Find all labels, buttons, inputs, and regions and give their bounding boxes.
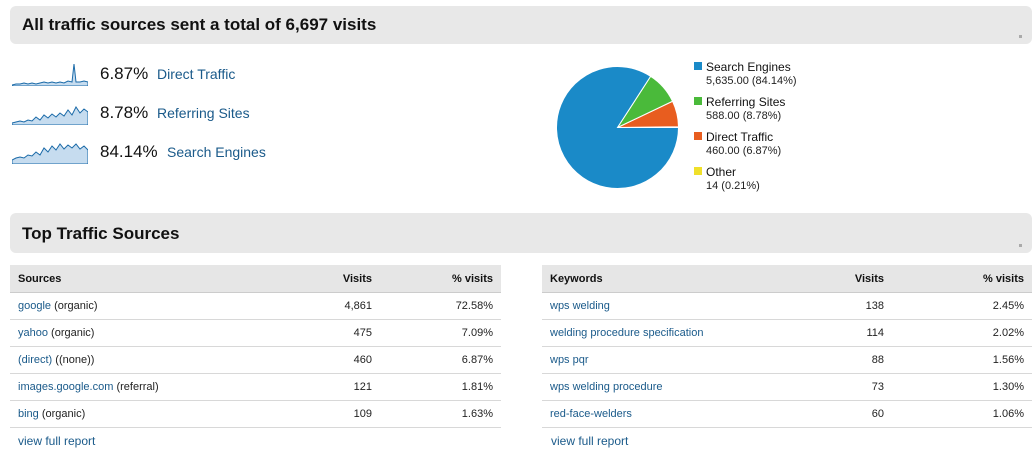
keyword-cell: welding procedure specification [542,319,802,347]
pie-slice-search-engines [556,66,680,189]
source-link[interactable]: images.google.com [18,381,114,393]
sparkline-referring-sites-icon [12,106,88,125]
table-header-row: Sources Visits % visits [10,265,501,293]
source-cell: bing (organic) [10,400,270,428]
percent-visits-cell: 1.06% [892,400,1032,428]
legend-name: Other [706,165,737,179]
percent-visits-cell: 72.58% [380,292,501,320]
source-medium: (organic) [47,327,95,339]
column-header-keywords[interactable]: Keywords [542,265,802,293]
search-engines-link[interactable]: Search Engines [167,144,266,160]
legend-swatch-search-engines [694,62,702,70]
percent-visits-cell: 2.02% [892,319,1032,347]
source-medium: ((none)) [52,354,95,366]
keyword-cell: wps pqr [542,346,802,374]
keyword-link[interactable]: wps pqr [550,354,589,366]
source-link[interactable]: (direct) [18,354,53,366]
legend-swatch-referring-sites [694,97,702,105]
referring-sites-percent: 8.78% [100,103,149,122]
visits-cell: 460 [270,346,380,374]
table-row: wps welding 138 2.45% [542,292,1032,320]
table-row: yahoo (organic) 475 7.09% [10,319,501,347]
legend-value: 14 (0.21%) [706,180,760,192]
visits-cell: 138 [802,292,892,320]
sparkline-direct-traffic-icon [12,63,88,86]
sources-table: Sources Visits % visits google (organic)… [10,265,501,428]
keyword-cell: wps welding [542,292,802,320]
keyword-cell: red-face-welders [542,400,802,428]
percent-visits-cell: 1.63% [380,400,501,428]
visits-cell: 475 [270,319,380,347]
keywords-table: Keywords Visits % visits wps welding 138… [542,265,1032,428]
column-header-percent-visits[interactable]: % visits [892,265,1032,293]
page-title: All traffic sources sent a total of 6,69… [22,15,377,34]
corner-handle-icon [1019,35,1022,38]
source-cell: google (organic) [10,292,270,320]
source-medium: (organic) [38,408,86,420]
corner-handle-icon [1019,244,1022,247]
visits-cell: 60 [802,400,892,428]
direct-traffic-link[interactable]: Direct Traffic [157,66,236,82]
legend-name: Referring Sites [706,95,786,109]
search-engines-percent: 84.14% [100,142,158,161]
keyword-link[interactable]: wps welding procedure [550,381,663,393]
keywords-view-full-report-link[interactable]: view full report [551,434,629,448]
column-header-visits[interactable]: Visits [802,265,892,293]
legend-value: 588.00 (8.78%) [706,110,782,122]
percent-visits-cell: 1.81% [380,373,501,401]
source-cell: yahoo (organic) [10,319,270,347]
source-cell: (direct) ((none)) [10,346,270,374]
visits-cell: 88 [802,346,892,374]
legend-swatch-direct-traffic [694,132,702,140]
legend-value: 5,635.00 (84.14%) [706,75,797,87]
table-row: wps pqr 88 1.56% [542,346,1032,374]
sparkline-search-engines-icon [12,143,88,164]
legend-name: Search Engines [706,60,791,74]
source-cell: images.google.com (referral) [10,373,270,401]
column-header-sources[interactable]: Sources [10,265,270,293]
keyword-link[interactable]: red-face-welders [550,408,632,420]
legend-value: 460.00 (6.87%) [706,145,782,157]
source-link[interactable]: yahoo [18,327,48,339]
visits-cell: 109 [270,400,380,428]
percent-visits-cell: 7.09% [380,319,501,347]
percent-visits-cell: 1.30% [892,373,1032,401]
keyword-link[interactable]: wps welding [550,300,610,312]
direct-traffic-percent: 6.87% [100,64,149,83]
source-link[interactable]: google [18,300,52,312]
percent-visits-cell: 6.87% [380,346,501,374]
traffic-sources-pie-chart [556,66,680,189]
keyword-link[interactable]: welding procedure specification [550,327,704,339]
top-traffic-sources-header: Top Traffic Sources [10,213,1032,253]
percent-visits-cell: 1.56% [892,346,1032,374]
visits-cell: 4,861 [270,292,380,320]
source-medium: (organic) [51,300,98,312]
table-row: red-face-welders 60 1.06% [542,400,1032,428]
column-header-percent-visits[interactable]: % visits [380,265,501,293]
column-header-visits[interactable]: Visits [270,265,380,293]
percent-visits-cell: 2.45% [892,292,1032,320]
referring-sites-link[interactable]: Referring Sites [157,105,250,121]
table-row: (direct) ((none)) 460 6.87% [10,346,501,374]
keyword-cell: wps welding procedure [542,373,802,401]
visits-cell: 114 [802,319,892,347]
source-medium: (referral) [113,381,159,393]
table-row: wps welding procedure 73 1.30% [542,373,1032,401]
section-title: Top Traffic Sources [22,224,180,243]
table-header-row: Keywords Visits % visits [542,265,1032,293]
table-row: welding procedure specification 114 2.02… [542,319,1032,347]
visits-cell: 121 [270,373,380,401]
table-row: bing (organic) 109 1.63% [10,400,501,428]
source-link[interactable]: bing [18,408,39,420]
legend-swatch-other [694,167,702,175]
legend-name: Direct Traffic [706,130,774,144]
table-row: images.google.com (referral) 121 1.81% [10,373,501,401]
traffic-summary-header: All traffic sources sent a total of 6,69… [10,6,1032,44]
table-row: google (organic) 4,861 72.58% [10,292,501,320]
visits-cell: 73 [802,373,892,401]
sources-view-full-report-link[interactable]: view full report [18,434,96,448]
